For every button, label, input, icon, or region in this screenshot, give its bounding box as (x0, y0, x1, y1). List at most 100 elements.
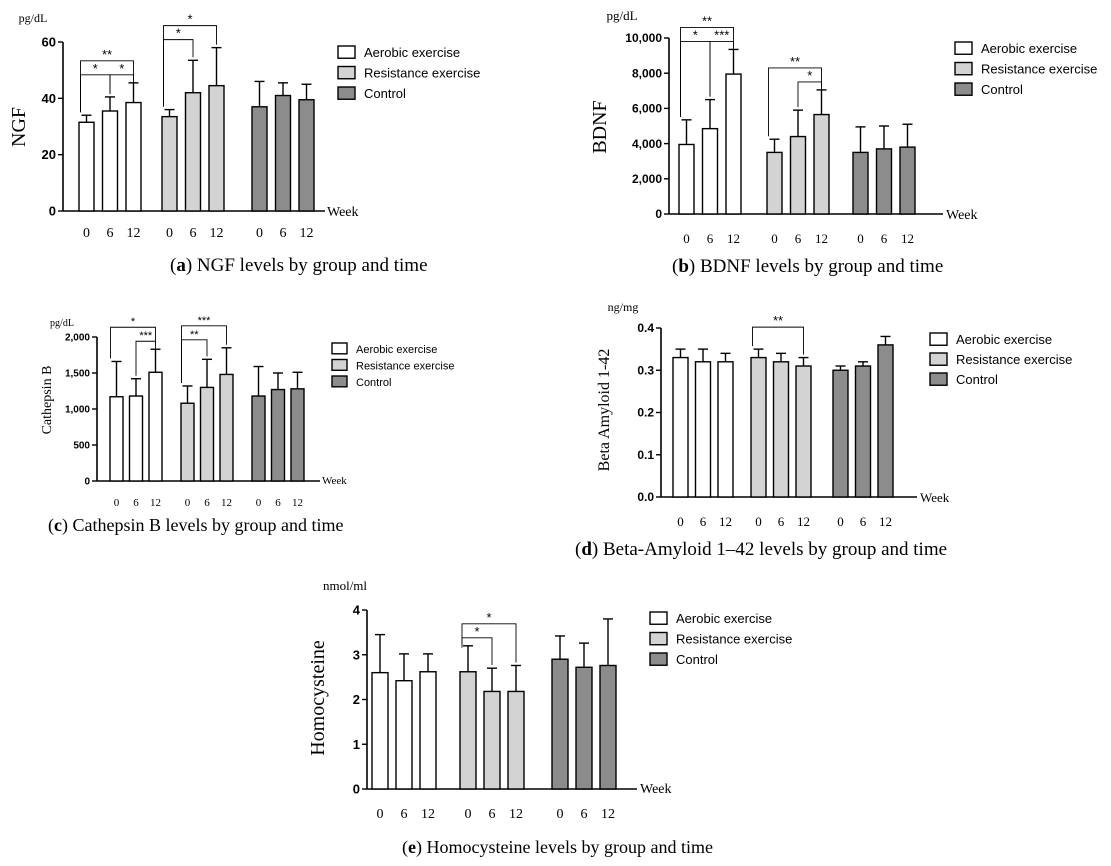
x-tick-label: 0 (557, 807, 564, 822)
x-tick-label: 6 (581, 807, 588, 822)
caption-close-paren: ) (689, 256, 700, 277)
legend-swatch-1 (929, 352, 948, 366)
x-tick-label: 6 (401, 807, 408, 822)
x-tick-label: 0 (857, 231, 864, 246)
bar-aerobic-exercise-week-12 (725, 73, 742, 215)
bar-control-week-12 (290, 388, 305, 482)
bar-resistance-exercise-week-0 (459, 671, 477, 790)
y-axis-title: BDNF (589, 100, 611, 153)
x-tick-label: 0 (837, 514, 844, 529)
legend-label: Resistance exercise (356, 360, 454, 372)
bar-control-week-0 (251, 106, 268, 212)
significance-label: ** (790, 54, 800, 69)
y-tick-label: 0 (353, 782, 360, 797)
caption-close-paren: ) (186, 255, 197, 276)
significance-bracket (110, 326, 156, 359)
significance-label: *** (139, 330, 153, 342)
x-tick-label: 12 (601, 807, 615, 822)
legend-swatch-2 (649, 652, 668, 666)
significance-label: * (693, 27, 698, 42)
caption-letter: a (176, 255, 186, 276)
legend: Aerobic exercise Resistance exercise Contr… (954, 41, 1097, 97)
x-tick-label: 0 (166, 226, 173, 241)
legend: Aerobic exercise Resistance exercise Contr… (649, 611, 792, 667)
significance-label: * (187, 12, 192, 27)
bar-control-week-12 (899, 146, 916, 215)
panel-b: pg/dL BDNF 0 2,000 4,000 6,000 8,000 10,000 Week… (589, 8, 1097, 277)
y-tick-label: 6,000 (632, 102, 662, 116)
bar-aerobic-exercise-week-6 (701, 127, 719, 215)
x-tick-label: 6 (489, 807, 496, 822)
legend-label: Aerobic exercise (981, 41, 1077, 56)
significance-label: *** (198, 315, 212, 327)
y-tick-label: 0 (84, 477, 90, 488)
caption-letter: e (408, 837, 416, 857)
bar-resistance-exercise-week-0 (766, 151, 783, 215)
x-tick-label: 12 (421, 807, 435, 822)
panel-d: ng/mg Beta Amyloid 1-42 0.0 0.1 0.2 0.3 0.4 Wee… (575, 300, 1072, 560)
caption-open-paren: ( (402, 837, 408, 858)
caption-text: BDNF levels by group and time (700, 256, 943, 277)
caption-close-paren: ) (416, 837, 427, 858)
x-tick-label: 0 (256, 497, 262, 509)
unit-label: pg/dL (19, 11, 48, 25)
panel-c: pg/dL Cathepsin B 0 500 1,000 1,500 2,000 Week 0… (40, 315, 454, 536)
bar-aerobic-exercise-week-0 (109, 396, 124, 482)
bar-resistance-exercise-week-6 (772, 361, 790, 498)
bar-aerobic-exercise-week-0 (371, 671, 389, 790)
x-tick-label: 0 (185, 497, 191, 509)
x-tick-label: 12 (150, 497, 161, 509)
significance-bracket (135, 340, 156, 376)
x-tick-label: 0 (771, 231, 778, 246)
significance-bracket (80, 74, 111, 113)
x-tick-label: 12 (719, 514, 732, 529)
y-axis-title: Cathepsin B (40, 366, 55, 435)
caption-text: Cathepsin B levels by group and time (73, 515, 344, 535)
y-tick-label: 4 (353, 603, 361, 618)
bar-aerobic-exercise-week-6 (101, 110, 119, 212)
significance-bracket (163, 39, 194, 107)
y-tick-label: 0.4 (637, 321, 654, 335)
bar-resistance-exercise-week-0 (161, 115, 178, 212)
y-tick-label: 0 (49, 204, 56, 219)
bar-control-week-6 (274, 94, 292, 212)
legend-swatch-2 (929, 372, 948, 386)
y-tick-label: 0.3 (637, 363, 654, 377)
significance-label: ** (773, 313, 783, 328)
x-tick-label: 6 (204, 497, 210, 509)
significance-bracket (461, 623, 517, 663)
x-tick-label: 0 (677, 514, 684, 529)
bar-aerobic-exercise-week-12 (717, 361, 734, 498)
panel-caption: (b) BDNF levels by group and time (672, 256, 943, 277)
x-tick-label: 6 (700, 514, 707, 529)
caption-letter: c (54, 515, 62, 535)
bar-resistance-exercise-week-6 (789, 135, 807, 215)
y-tick-label: 1,000 (65, 405, 90, 416)
unit-label: pg/dL (606, 8, 637, 23)
legend-label: Control (676, 652, 718, 667)
significance-bracket (461, 637, 493, 666)
legend-label: Resistance exercise (981, 62, 1097, 77)
bar-aerobic-exercise-week-6 (694, 361, 712, 498)
x-tick-label: 12 (127, 226, 141, 241)
y-tick-label: 60 (42, 35, 56, 50)
x-tick-label: 0 (83, 226, 90, 241)
x-tick-label: 12 (727, 231, 740, 246)
bar-aerobic-exercise-week-12 (419, 671, 437, 790)
significance-label: * (486, 610, 491, 625)
caption-text: Beta-Amyloid 1–42 levels by group and ti… (603, 539, 947, 560)
significance-bracket (797, 81, 822, 108)
bar-control-week-0 (832, 369, 849, 498)
y-tick-label: 500 (73, 441, 90, 452)
y-tick-label: 1 (353, 737, 360, 752)
x-tick-label: 6 (778, 514, 785, 529)
legend-label: Control (956, 372, 998, 387)
x-tick-label: 0 (114, 497, 120, 509)
bar-aerobic-exercise-week-6 (395, 680, 413, 790)
y-tick-label: 4,000 (632, 137, 662, 151)
bar-resistance-exercise-week-12 (795, 365, 812, 498)
legend-swatch-0 (649, 611, 668, 625)
y-tick-label: 0 (655, 207, 662, 221)
